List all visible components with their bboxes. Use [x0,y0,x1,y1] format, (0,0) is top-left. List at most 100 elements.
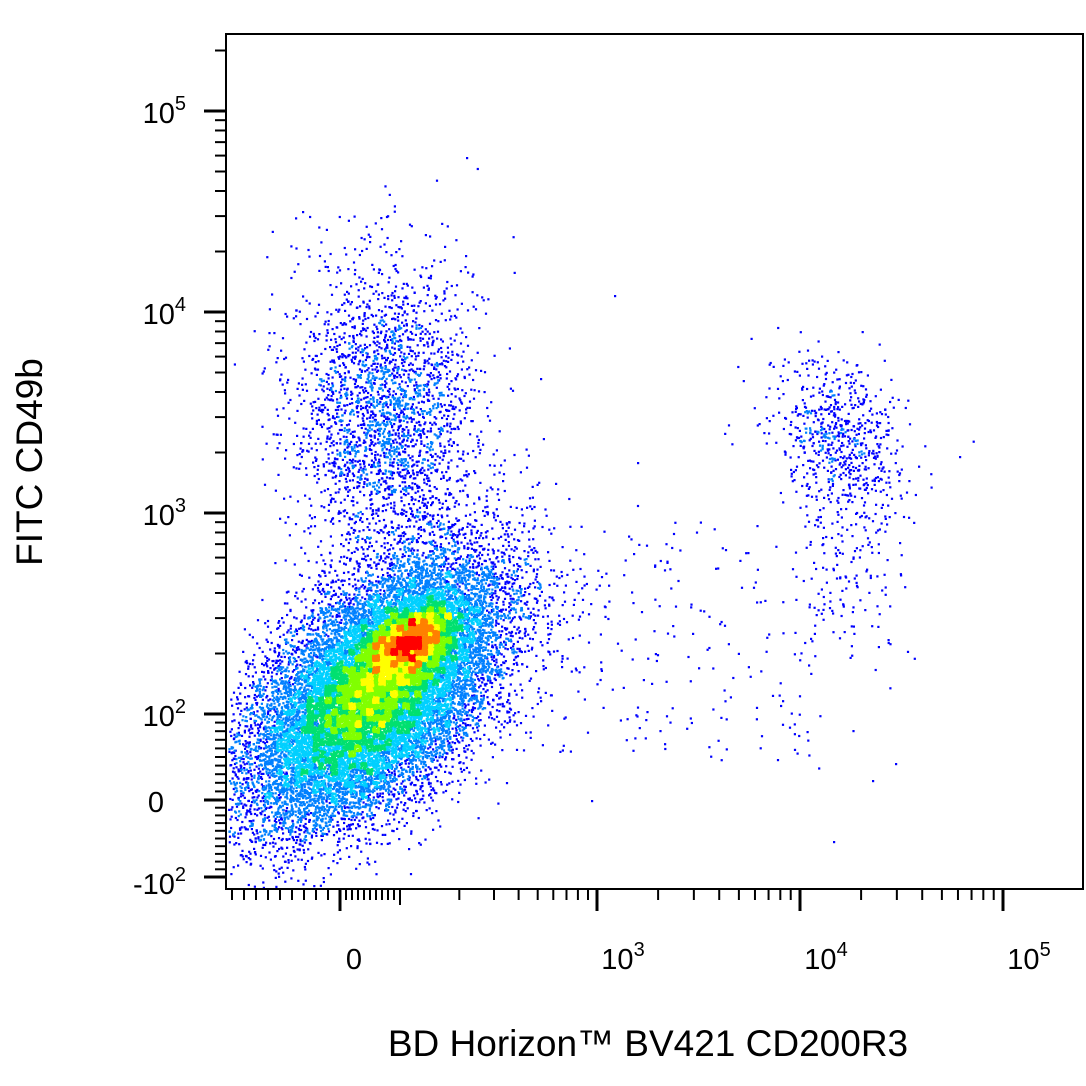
event-dot [436,780,438,782]
event-dot [819,388,821,390]
event-dot [864,501,866,503]
event-dot [441,515,443,517]
event-dot [907,651,909,653]
event-dot [756,707,758,709]
event-dot [887,559,889,561]
event-dot [464,484,466,486]
event-dot [700,610,702,612]
event-dot [307,249,309,251]
event-dot [370,471,372,473]
event-dot [481,554,483,556]
event-dot [534,632,536,634]
event-dot [875,532,877,534]
event-dot [476,294,478,296]
event-dot [569,526,571,528]
event-dot [454,294,456,296]
event-dot [275,886,277,888]
event-dot [417,344,419,346]
event-dot [520,722,522,724]
event-dot [553,569,555,571]
event-dot [696,532,698,534]
event-dot [433,259,435,261]
event-dot [674,522,676,524]
event-dot [525,732,527,734]
event-dot [635,638,637,640]
event-dot [823,467,825,469]
event-dot [279,636,281,638]
event-dot [338,838,340,840]
event-dot [329,463,331,465]
event-dot [754,407,756,409]
event-dot [563,591,565,593]
event-dot [454,340,456,342]
event-dot [346,397,348,399]
event-dot [308,577,310,579]
event-dot [272,231,274,233]
event-dot [806,514,808,516]
event-dot [552,599,554,601]
event-dot [232,777,234,779]
event-dot [866,477,868,479]
event-dot [495,624,497,626]
event-dot [815,482,817,484]
event-dot [284,458,286,460]
event-dot [480,431,482,433]
event-dot [510,388,512,390]
event-dot [826,582,828,584]
event-dot [823,552,825,554]
event-dot [324,563,326,565]
event-dot [448,383,450,385]
event-dot [918,466,920,468]
event-dot [271,293,273,295]
event-dot [812,395,814,397]
event-dot [795,552,797,554]
event-dot [442,791,444,793]
event-dot [888,422,890,424]
event-dot [231,816,233,818]
event-dot [799,375,801,377]
event-dot [441,351,443,353]
event-dot [349,420,351,422]
event-dot [799,507,801,509]
event-dot [826,456,828,458]
event-dot [494,465,496,467]
event-dot [359,863,361,865]
event-dot [813,562,815,564]
event-dot [901,498,903,500]
event-dot [341,534,343,536]
event-dot [301,357,303,359]
event-dot [485,313,487,315]
event-dot [838,394,840,396]
event-dot [312,588,314,590]
event-dot [304,369,306,371]
event-dot [316,374,318,376]
event-dot [335,492,337,494]
event-dot [573,604,575,606]
event-dot [535,655,537,657]
event-dot [756,718,758,720]
event-dot [446,287,448,289]
event-dot [841,540,843,542]
event-dot [747,552,749,554]
event-dot [423,801,425,803]
event-dot [271,642,273,644]
event-dot [296,435,298,437]
event-dot [336,862,338,864]
event-dot [393,818,395,820]
event-dot [520,471,522,473]
event-dot [311,372,313,374]
event-dot [814,633,816,635]
event-dot [852,606,854,608]
event-dot [480,745,482,747]
event-dot [508,569,510,571]
event-dot [814,625,816,627]
event-dot [854,496,856,498]
event-dot [477,352,479,354]
event-dot [405,381,407,383]
event-dot [843,359,845,361]
event-dot [314,599,316,601]
event-dot [632,750,634,752]
event-dot [254,886,256,888]
event-dot [839,637,841,639]
event-dot [350,845,352,847]
